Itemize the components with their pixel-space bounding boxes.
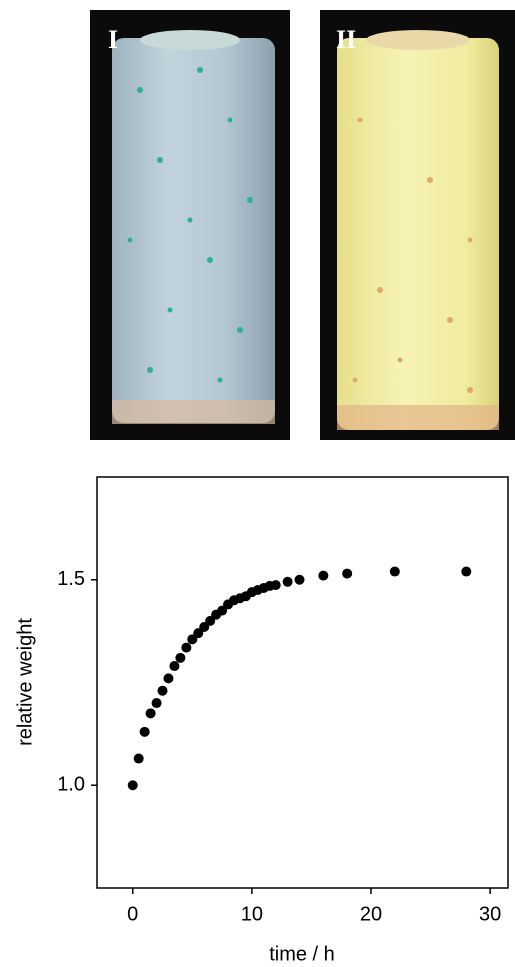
sample-cylinder xyxy=(112,38,275,423)
data-point xyxy=(199,622,210,633)
data-point xyxy=(133,753,144,764)
x-tick-label: 10 xyxy=(241,903,263,925)
data-point xyxy=(169,661,180,672)
data-point xyxy=(389,566,400,577)
data-point xyxy=(461,566,472,577)
panel-label: I xyxy=(108,25,118,54)
sample-top xyxy=(366,30,470,50)
data-point xyxy=(151,698,162,709)
sample-base xyxy=(112,400,275,424)
data-point xyxy=(318,570,329,581)
data-point xyxy=(139,726,150,737)
data-point xyxy=(294,574,305,585)
sample-cylinder xyxy=(337,38,499,430)
data-point xyxy=(157,685,168,696)
speckles xyxy=(352,117,473,393)
plot-frame xyxy=(96,476,509,889)
data-point xyxy=(205,615,216,626)
data-point xyxy=(187,634,198,645)
x-tick-label: 0 xyxy=(127,903,138,925)
photo-panel: II xyxy=(320,10,515,440)
x-tick-label: 20 xyxy=(360,903,382,925)
speckles xyxy=(127,67,253,383)
y-tick-label: 1.5 xyxy=(57,568,85,590)
sample-base xyxy=(337,405,499,430)
panel-label: II xyxy=(336,25,356,54)
sample-top xyxy=(140,30,240,50)
data-point xyxy=(193,628,204,639)
data-point xyxy=(181,642,192,653)
y-axis-title: relative weight xyxy=(14,618,36,746)
photo-panel: I xyxy=(90,10,290,440)
data-point xyxy=(217,605,228,616)
data-point xyxy=(282,576,293,587)
x-tick-label: 30 xyxy=(479,903,501,925)
data-point xyxy=(163,673,174,684)
x-axis-title: time / h xyxy=(269,943,335,965)
data-point xyxy=(175,652,186,663)
data-point xyxy=(270,580,281,591)
data-point xyxy=(145,708,156,719)
data-point xyxy=(127,780,138,791)
y-tick-label: 1.0 xyxy=(57,774,85,796)
data-point xyxy=(342,568,353,579)
